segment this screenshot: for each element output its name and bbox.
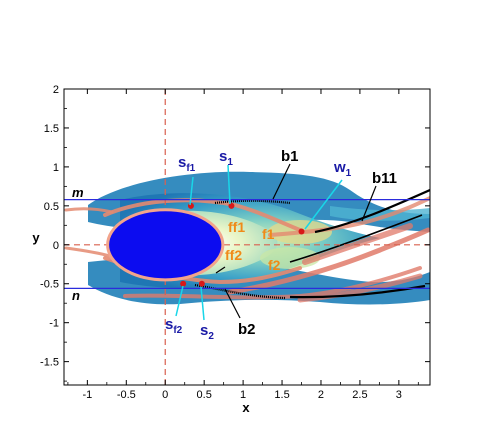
x-tick-label: 0.5 <box>197 389 212 401</box>
plot-frame <box>63 88 431 386</box>
point-marker-s1 <box>228 202 235 209</box>
label-ff2: ff2 <box>225 247 242 263</box>
y-tick-label: 2 <box>53 84 59 96</box>
label-b2: b2 <box>238 321 256 338</box>
arrow-ff2 <box>215 266 226 274</box>
leader-s2 <box>200 286 205 321</box>
x-axis-label: x <box>242 400 250 415</box>
label-s2-sub: 2 <box>208 331 214 342</box>
label-sf2-sub: f2 <box>173 325 182 336</box>
ribbon-wake-long <box>227 227 430 295</box>
y-tick-label: 0 <box>53 240 59 252</box>
point-marker-w1 <box>298 228 305 235</box>
point-marker-s2 <box>198 280 205 287</box>
filament-b11-lower <box>289 214 423 263</box>
point-marker-sf2 <box>180 280 187 287</box>
x-tick-label: 2.5 <box>352 389 367 401</box>
cylinder-body <box>106 208 225 282</box>
arrow-b2 <box>224 288 241 319</box>
label-sf1: sf1 <box>178 154 196 174</box>
x-tick-label: -0.5 <box>117 389 136 401</box>
x-tick-label: 0 <box>162 389 168 401</box>
label-w1: w1 <box>333 159 352 179</box>
label-f1: f1 <box>262 226 275 242</box>
y-axis-label: y <box>32 230 40 245</box>
label-s1: s1 <box>219 148 233 168</box>
x-tick-label: 2 <box>318 389 324 401</box>
y-tick-label: -1 <box>49 318 59 330</box>
label-s2-main: s <box>200 322 208 339</box>
label-w1-main: w <box>333 159 346 176</box>
x-tick-label: 1.5 <box>274 389 289 401</box>
ribbon-wake-lower <box>123 266 422 300</box>
filament-b2 <box>194 283 286 300</box>
label-b1: b1 <box>281 148 299 165</box>
label-sf2-main: s <box>165 316 173 333</box>
y-tick-label: -0.5 <box>40 279 59 291</box>
x-tick-label: 1 <box>240 389 246 401</box>
label-sf1-sub: f1 <box>186 163 195 174</box>
leader-w1 <box>304 179 343 230</box>
arrow-b1 <box>272 163 291 200</box>
contour-band-right <box>330 206 430 221</box>
point-marker-sf1 <box>187 202 194 209</box>
y-tick-label: -1.5 <box>40 357 59 369</box>
leader-s1 <box>227 164 231 205</box>
arrow-b11 <box>361 185 377 222</box>
leader-sf1 <box>189 176 194 206</box>
label-s1-sub: 1 <box>227 157 233 168</box>
ribbon-far-right <box>302 223 413 265</box>
label-s2: s2 <box>200 322 214 342</box>
ribbon-upper-left <box>64 207 114 214</box>
label-sf1-main: s <box>178 154 186 171</box>
leader-sf2 <box>175 285 184 317</box>
y-tick-label: 0.5 <box>44 201 59 213</box>
filament-b11-upper <box>314 188 430 234</box>
x-tick-label: 3 <box>396 389 402 401</box>
label-n: n <box>72 288 80 303</box>
point-leader-lines <box>175 164 343 321</box>
label-w1-sub: 1 <box>346 168 352 179</box>
ribbon-lower-left <box>64 246 112 258</box>
filament-b1 <box>214 199 291 205</box>
label-ff1: ff1 <box>228 219 245 235</box>
y-axis-ticks: -1.5 -1 -0.5 0 0.5 1 1.5 2 <box>40 84 430 382</box>
label-b11: b11 <box>372 170 397 187</box>
label-sf2: sf2 <box>165 316 183 336</box>
x-tick-label: -1 <box>82 389 92 401</box>
label-m: m <box>72 185 84 200</box>
label-f2: f2 <box>268 257 281 273</box>
x-axis-ticks: -1 -0.5 0 0.5 1 1.5 2 2.5 3 <box>67 89 419 401</box>
y-tick-label: 1.5 <box>44 123 59 135</box>
y-tick-label: 1 <box>53 162 59 174</box>
ribbon-far-bottom <box>297 273 423 303</box>
annotation-arrows <box>215 163 377 319</box>
label-s1-main: s <box>219 148 227 165</box>
